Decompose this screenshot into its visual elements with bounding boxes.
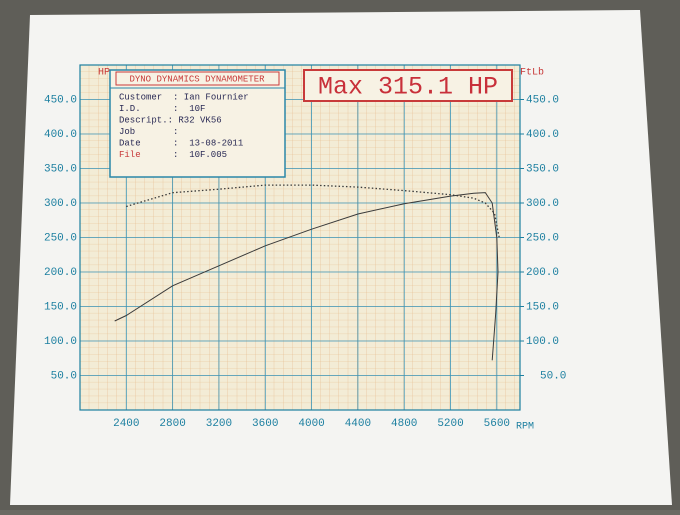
info-row: I.D. : 10F [119, 104, 205, 114]
y-tick-label: 50.0 [51, 370, 77, 382]
info-title: DYNO DYNAMICS DYNAMOMETER [129, 74, 265, 84]
y-axis-label: HP [98, 68, 110, 79]
info-title-frame [115, 71, 280, 86]
y-tick-label: 200.0 [44, 267, 77, 279]
x-axis-label: RPM [516, 422, 534, 433]
info-row: Descript.: R32 VK56 [119, 115, 222, 125]
info-row: Job : [119, 127, 178, 137]
x-tick-label: 3200 [206, 418, 232, 430]
max-frame [303, 69, 513, 102]
y-tick-label: 450.0 [44, 94, 77, 106]
y2-tick-label: 450.0 [526, 94, 559, 106]
max-annotation: Max 315.1 HP [318, 73, 498, 102]
info-row: Customer : Ian Fournier [119, 92, 249, 102]
x-tick-label: 5600 [484, 418, 510, 430]
y-tick-label: 400.0 [44, 129, 77, 141]
x-tick-label: 2800 [159, 418, 185, 430]
y-tick-label: 100.0 [44, 336, 77, 348]
y2-tick-label: 200.0 [526, 267, 559, 279]
info-box: DYNO DYNAMICS DYNAMOMETER Customer : Ian… [109, 69, 286, 178]
y2-tick-label: 400.0 [526, 129, 559, 141]
plot-frame [79, 64, 521, 411]
x-tick-label: 4400 [345, 418, 371, 430]
y-tick-label: 350.0 [44, 163, 77, 175]
y2-tick-label: 100.0 [526, 336, 559, 348]
info-file-value: : 10F.005 [173, 150, 227, 160]
series-line [114, 192, 499, 361]
y2-tick-label: 250.0 [526, 232, 559, 244]
info-row: Date : 13-08-2011 [119, 138, 243, 148]
series-line [126, 184, 500, 238]
y-tick-label: 150.0 [44, 301, 77, 313]
x-tick-label: 2400 [113, 418, 139, 430]
y2-axis-label: FtLb [520, 67, 544, 79]
x-tick-label: 4800 [391, 418, 417, 430]
y2-tick-label: 350.0 [526, 163, 559, 175]
info-file-label: File [119, 150, 141, 160]
y2-tick-label: 300.0 [526, 198, 559, 210]
y2-tick-label: 50.0 [540, 370, 566, 382]
x-tick-label: 3600 [252, 418, 278, 430]
y2-tick-label: 150.0 [526, 301, 559, 313]
x-tick-label: 5200 [437, 418, 463, 430]
x-tick-label: 4000 [298, 418, 324, 430]
y-tick-label: 300.0 [44, 198, 77, 210]
y-tick-label: 250.0 [44, 232, 77, 244]
